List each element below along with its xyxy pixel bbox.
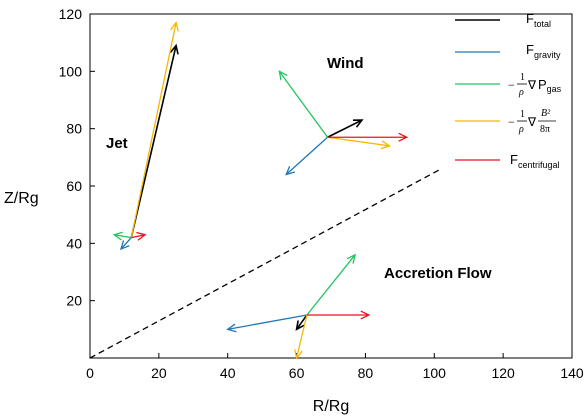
y-axis-ticks: 20 40 60 80 100 120 [59, 6, 95, 309]
arrow-gravity-jet [120, 237, 132, 250]
x-tick-label: 60 [289, 365, 305, 381]
arrowhead-gravity-wind [285, 165, 296, 176]
arrow-pressure-wind [278, 70, 329, 138]
y-axis-label: Z/Rg [4, 190, 39, 207]
y-tick-label: 80 [66, 121, 82, 137]
x-tick-label: 0 [86, 365, 94, 381]
legend-magnetic-num: 1 [520, 109, 525, 120]
svg-text:Pgas: Pgas [538, 77, 562, 94]
legend-entry-total: Ftotal [455, 11, 551, 29]
legend-pressure-den: ρ [518, 87, 524, 98]
arrow-pressure-accretion [306, 254, 356, 316]
force-group-wind [278, 70, 409, 176]
arrowhead-centrifugal-wind [398, 132, 409, 142]
legend-gravity-sub: gravity [534, 50, 561, 60]
legend-total-main: F [526, 11, 534, 26]
y-tick-label: 120 [59, 6, 83, 22]
x-tick-label: 80 [358, 365, 374, 381]
x-tick-label: 120 [491, 365, 515, 381]
arrow-centrifugal-jet [131, 234, 146, 239]
legend-centrifugal-main: F [510, 152, 518, 167]
y-tick-label: 100 [59, 63, 83, 79]
legend-pressure-nabla: ∇ [527, 78, 537, 92]
legend-magnetic-nabla: ∇ [527, 115, 537, 129]
legend-centrifugal-sub: centrifugal [518, 160, 560, 170]
svg-text:Ftotal: Ftotal [526, 11, 551, 29]
arrowhead-pressure-accretion [346, 253, 357, 264]
arrowhead-total-accretion [295, 320, 305, 331]
arrowhead-magnetic-wind [380, 140, 392, 150]
legend-entry-gravity: Fgravity [455, 42, 561, 60]
arrow-total-accretion [295, 314, 308, 330]
y-tick-label: 40 [66, 235, 82, 251]
force-arrows [112, 21, 409, 360]
y-tick-label: 60 [66, 178, 82, 194]
arrow-pressure-jet [113, 234, 132, 239]
legend-entry-magnetic-pressure: − 1 ρ ∇ B² 8π [455, 108, 556, 135]
arrow-gravity-accretion [227, 314, 308, 330]
arrow-total-wind [327, 119, 363, 138]
x-tick-label: 100 [423, 365, 447, 381]
region-label-accretion: Accretion Flow [384, 265, 492, 282]
arrowhead-centrifugal-accretion [360, 310, 371, 320]
arrowhead-total-wind [352, 119, 364, 128]
legend-gravity-main: F [526, 42, 534, 57]
force-group-jet [112, 21, 179, 251]
arrowhead-gravity-accretion [226, 323, 237, 333]
x-axis-label: R/Rg [313, 398, 349, 415]
x-tick-label: 40 [220, 365, 236, 381]
arrowhead-centrifugal-jet [136, 231, 147, 241]
legend-pressure-num: 1 [520, 72, 525, 83]
arrowhead-magnetic-accretion [294, 349, 303, 360]
y-tick-label: 20 [66, 293, 82, 309]
legend: Ftotal Fgravity − 1 ρ ∇ Pgas − 1 ρ ∇ B² … [455, 11, 562, 170]
x-tick-label: 20 [151, 365, 167, 381]
legend-entry-centrifugal: Fcentrifugal [455, 152, 559, 170]
legend-magnetic-minus: − [508, 115, 515, 129]
arrowhead-total-jet [169, 43, 179, 55]
region-label-jet: Jet [106, 135, 128, 152]
legend-magnetic-den: ρ [518, 124, 524, 135]
arrow-gravity-wind [285, 136, 328, 176]
arrow-magnetic-wind [327, 136, 390, 147]
x-tick-label: 140 [560, 365, 584, 381]
x-axis-ticks: 0 20 40 60 80 100 120 140 [86, 353, 584, 381]
arrowhead-pressure-wind [278, 70, 288, 81]
legend-entry-gas-pressure: − 1 ρ ∇ Pgas [455, 72, 562, 98]
legend-magnetic-bden: 8π [540, 124, 550, 135]
svg-text:Fgravity: Fgravity [526, 42, 561, 60]
legend-pressure-main: P [538, 77, 547, 92]
svg-text:Fcentrifugal: Fcentrifugal [510, 152, 559, 170]
arrowhead-magnetic-jet [170, 21, 179, 32]
disk-boundary-line [89, 168, 442, 359]
legend-total-sub: total [534, 19, 551, 29]
legend-pressure-minus: − [508, 78, 515, 92]
region-label-wind: Wind [327, 55, 364, 72]
force-group-accretion [226, 253, 371, 360]
arrowhead-pressure-jet [112, 231, 123, 241]
legend-pressure-sub: gas [547, 84, 562, 94]
arrow-magnetic-jet [130, 22, 177, 238]
arrowhead-gravity-jet [119, 240, 130, 251]
legend-magnetic-bnum: B² [541, 108, 551, 119]
arrow-total-jet [130, 45, 177, 238]
arrow-magnetic-accretion [295, 314, 308, 359]
